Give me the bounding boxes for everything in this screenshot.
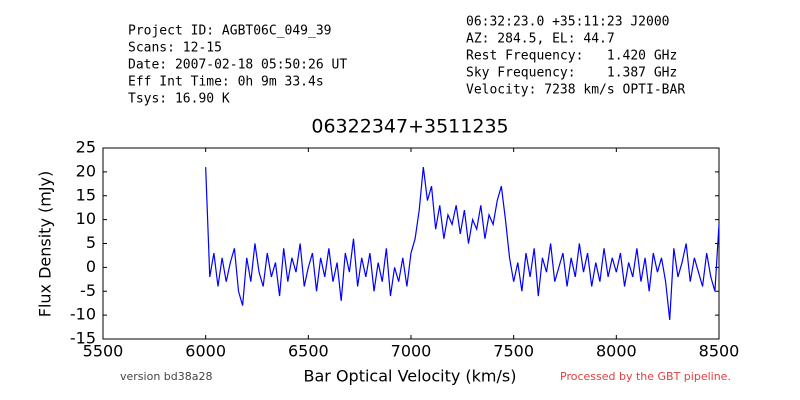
pipeline-note: Processed by the GBT pipeline. [560,370,731,383]
y-tick-label: 5 [86,233,96,252]
x-tick-label: 6500 [288,342,329,361]
info-line: AZ: 284.5, EL: 44.7 [466,32,615,47]
y-tick-label: 10 [76,209,96,228]
info-line: Scans: 12-15 [128,41,222,56]
x-tick-label: 7000 [391,342,432,361]
y-tick-label: -10 [70,305,96,324]
x-axis-label: Bar Optical Velocity (km/s) [304,367,517,386]
info-line: Sky Frequency: 1.387 GHz [466,66,677,81]
info-line: Eff Int Time: 0h 9m 33.4s [128,75,324,90]
y-tick-label: -5 [80,281,96,300]
info-line: Date: 2007-02-18 05:50:26 UT [128,58,347,73]
info-line: Velocity: 7238 km/s OPTI-BAR [466,83,685,98]
y-axis-label: Flux Density (mJy) [36,171,55,318]
spectrum-line [205,167,720,320]
x-tick-label: 8500 [699,342,740,361]
y-tick-label: 15 [76,185,96,204]
x-tick-label: 5500 [83,342,124,361]
y-tick-label: -15 [70,329,96,348]
y-tick-label: 20 [76,161,96,180]
info-line: 06:32:23.0 +35:11:23 J2000 [466,15,670,30]
chart-title: 06322347+3511235 [311,116,508,138]
info-line: Project ID: AGBT06C_049_39 [128,24,332,39]
x-tick-label: 8000 [596,342,637,361]
y-tick-label: 25 [76,138,96,157]
x-tick-label: 6000 [185,342,226,361]
info-line: Rest Frequency: 1.420 GHz [466,49,677,64]
y-tick-label: 0 [86,257,96,276]
x-tick-label: 7500 [493,342,534,361]
info-line: Tsys: 16.90 K [128,92,230,107]
version-note: version bd38a28 [120,370,213,383]
plot-frame [102,147,720,340]
